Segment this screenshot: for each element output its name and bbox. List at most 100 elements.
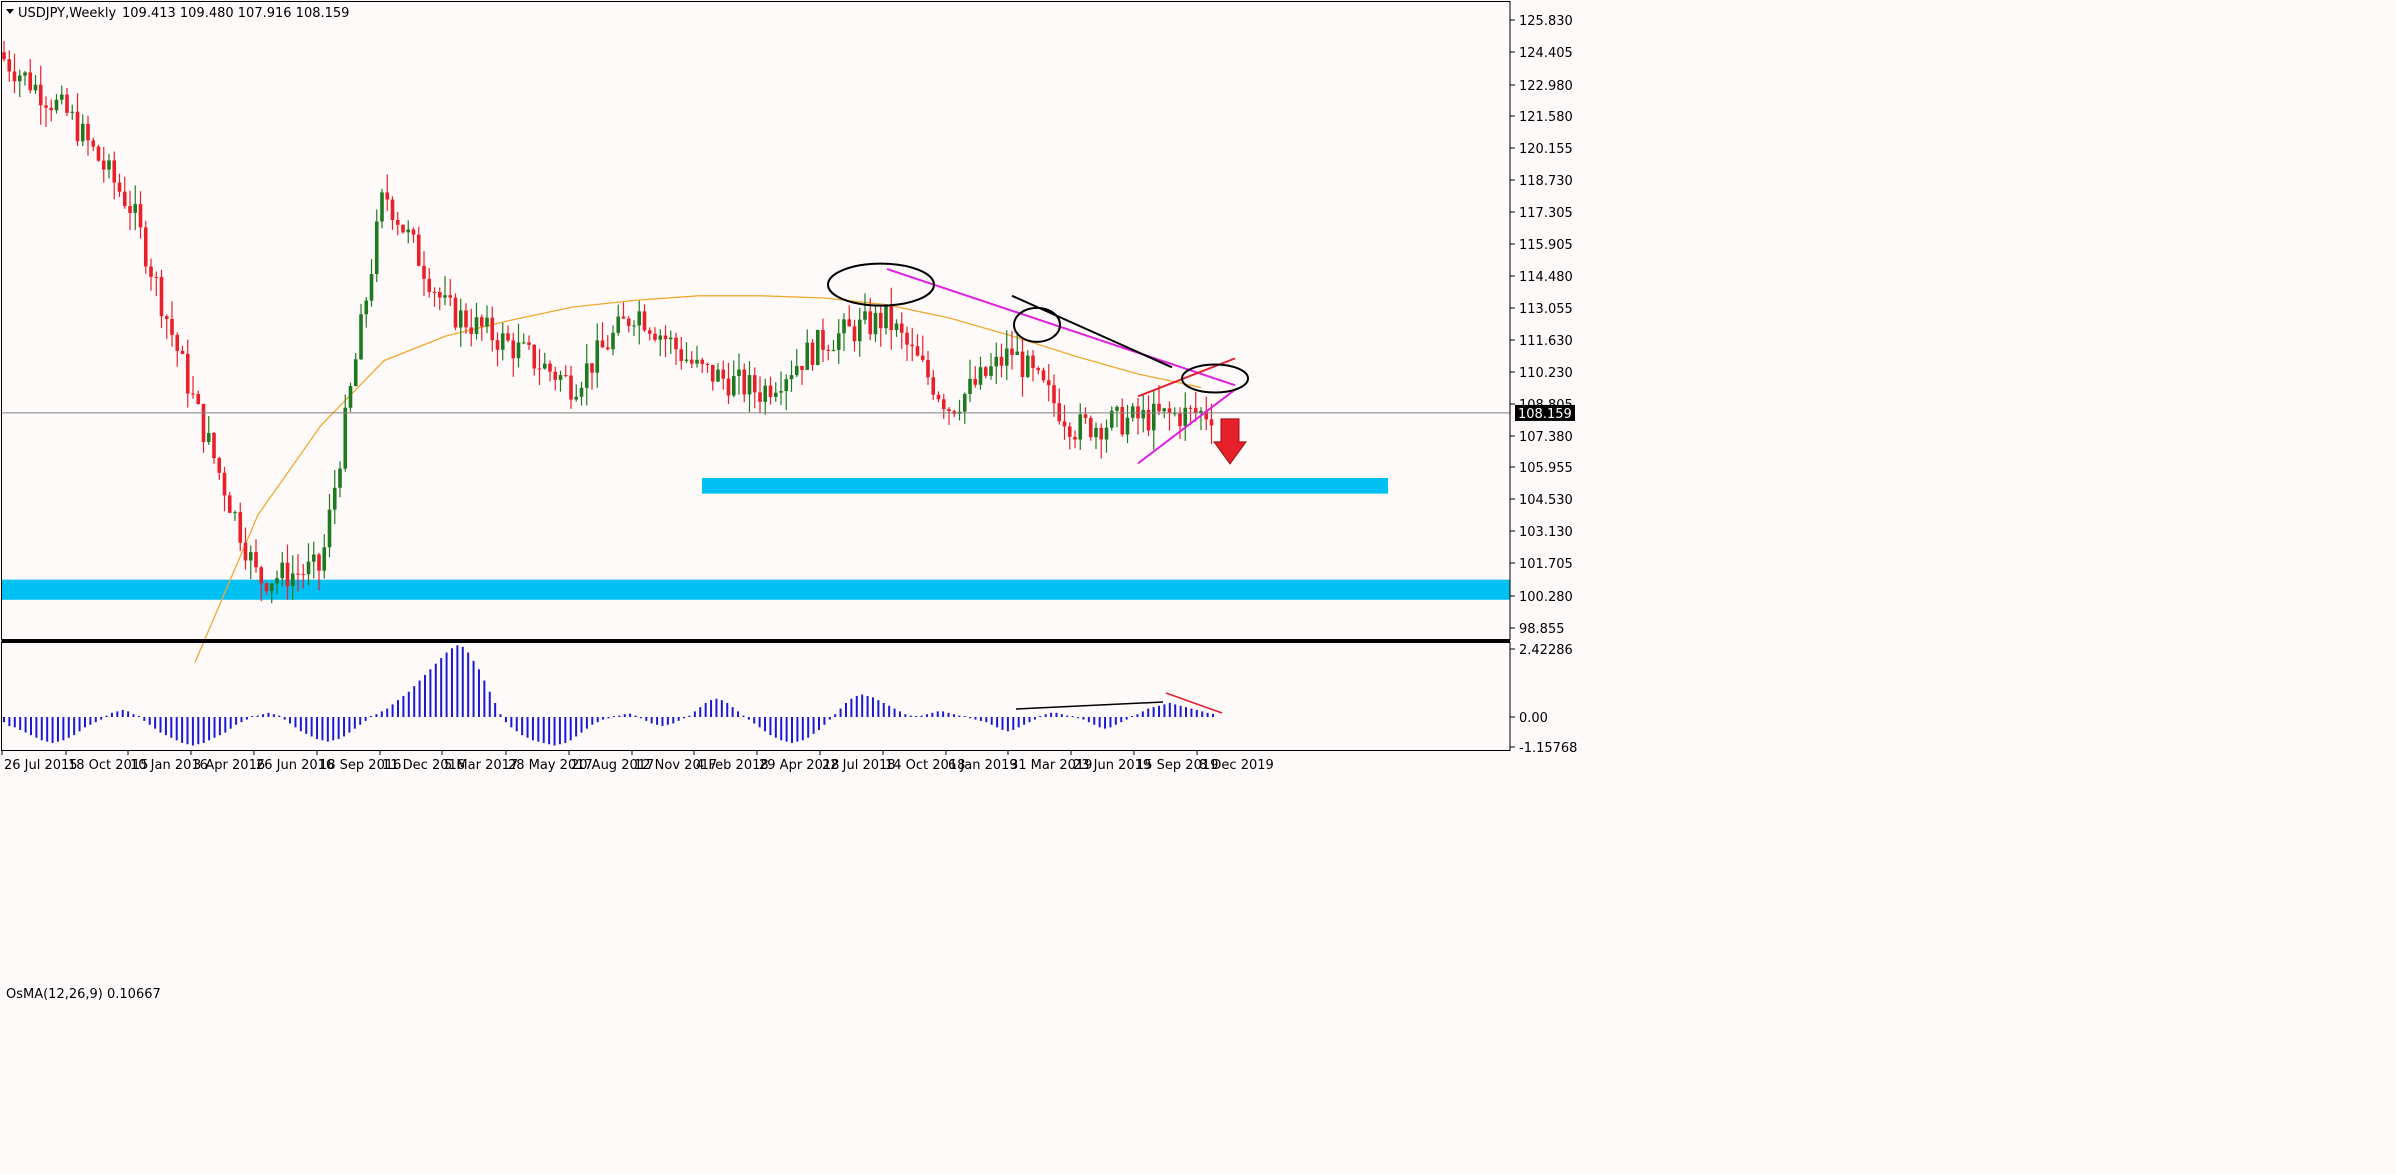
date-tick-label: 20 Aug 2017 bbox=[571, 758, 654, 773]
price-tick-label: 100.280 bbox=[1519, 590, 1573, 605]
candle-body bbox=[894, 323, 899, 330]
osma-tick-label: 0.00 bbox=[1519, 711, 1548, 726]
candle-body bbox=[1052, 385, 1056, 404]
price-tick-label: 121.580 bbox=[1519, 110, 1573, 125]
trendline[interactable] bbox=[1137, 388, 1236, 465]
price-tick-label: 117.305 bbox=[1519, 206, 1573, 221]
candle-body bbox=[317, 554, 321, 571]
candle-body bbox=[1167, 408, 1172, 414]
annotation-ellipse[interactable] bbox=[827, 262, 935, 307]
candle-body bbox=[668, 337, 673, 340]
candle-body bbox=[689, 359, 694, 364]
candle-body bbox=[49, 107, 54, 111]
candle-body bbox=[159, 276, 164, 317]
candle-body bbox=[1204, 410, 1209, 420]
osma-divergence-line[interactable] bbox=[1165, 692, 1223, 714]
candle-body bbox=[248, 552, 253, 561]
candle-body bbox=[448, 295, 453, 298]
candle-body bbox=[584, 363, 589, 388]
price-tick-label: 124.405 bbox=[1519, 46, 1573, 61]
candle-body bbox=[863, 311, 867, 320]
candle-body bbox=[70, 111, 75, 113]
candle-body bbox=[1020, 351, 1025, 377]
candle-body bbox=[779, 391, 783, 393]
candle-body bbox=[1136, 406, 1140, 419]
candle-body bbox=[479, 317, 484, 327]
candle-body bbox=[810, 342, 815, 365]
candle-body bbox=[621, 316, 626, 319]
candle-body bbox=[1036, 368, 1041, 371]
date-tick-label: 15 Sep 2019 bbox=[1136, 758, 1218, 773]
candle-body bbox=[1193, 407, 1198, 414]
candle-body bbox=[789, 375, 794, 380]
candle-body bbox=[390, 199, 395, 220]
candle-body bbox=[1151, 403, 1156, 431]
candle-body bbox=[926, 359, 930, 378]
main-chart-pane[interactable] bbox=[2, 40, 1510, 663]
date-tick-label: 26 Jul 2015 bbox=[4, 758, 78, 773]
osma-divergence-line[interactable] bbox=[1015, 701, 1164, 710]
current-price-tag bbox=[1515, 404, 1575, 421]
candle-body bbox=[600, 340, 605, 348]
candle-body bbox=[1120, 406, 1125, 435]
date-tick-label: 22 Jul 2018 bbox=[822, 758, 896, 773]
candle-body bbox=[427, 278, 432, 292]
candle-body bbox=[338, 468, 342, 488]
candle-body bbox=[259, 567, 264, 584]
date-tick-label: 26 Jun 2016 bbox=[256, 758, 334, 773]
candle-body bbox=[548, 363, 552, 372]
dropdown-triangle-icon[interactable] bbox=[6, 9, 14, 14]
candle-body bbox=[716, 369, 720, 382]
candle-body bbox=[348, 386, 353, 408]
candle-body bbox=[143, 227, 148, 267]
date-tick-label: 12 Nov 2017 bbox=[634, 758, 717, 773]
date-tick-label: 29 Apr 2018 bbox=[759, 758, 839, 773]
candlestick-series bbox=[2, 40, 1214, 604]
candle-body bbox=[453, 297, 458, 328]
candle-body bbox=[1041, 370, 1046, 381]
divergence-lines[interactable] bbox=[1015, 692, 1223, 714]
candle-body bbox=[238, 512, 243, 543]
candle-body bbox=[983, 367, 988, 376]
candle-body bbox=[899, 323, 904, 333]
down-arrow-icon[interactable] bbox=[1213, 418, 1247, 465]
candle-body bbox=[1146, 409, 1151, 431]
candle-body bbox=[243, 542, 248, 561]
price-tick-label: 118.730 bbox=[1519, 174, 1573, 189]
candle-body bbox=[437, 292, 442, 298]
candle-body bbox=[117, 182, 122, 192]
candle-body bbox=[815, 329, 820, 365]
candle-body bbox=[254, 552, 258, 568]
candle-body bbox=[710, 364, 715, 382]
candle-body bbox=[1025, 355, 1030, 377]
candle-body bbox=[1015, 351, 1020, 355]
candle-body bbox=[915, 346, 920, 356]
price-tick-label: 101.705 bbox=[1519, 557, 1573, 572]
candle-body bbox=[1004, 348, 1009, 366]
candle-body bbox=[44, 105, 48, 108]
annotation-ellipse[interactable] bbox=[1013, 306, 1061, 343]
candle-body bbox=[107, 160, 111, 170]
candle-body bbox=[826, 349, 831, 351]
candle-body bbox=[285, 562, 290, 587]
candle-body bbox=[852, 326, 857, 342]
date-tick-label: 14 Oct 2018 bbox=[885, 758, 965, 773]
candle-body bbox=[38, 84, 43, 106]
candle-body bbox=[374, 221, 379, 275]
indicator-pane[interactable] bbox=[3, 645, 1223, 746]
candle-body bbox=[2, 52, 6, 60]
price-tick-label: 104.530 bbox=[1519, 493, 1573, 508]
candle-body bbox=[968, 378, 972, 394]
candle-body bbox=[1125, 417, 1130, 435]
annotation-ellipse[interactable] bbox=[1181, 363, 1249, 394]
candle-body bbox=[1188, 407, 1193, 409]
candle-body bbox=[311, 554, 316, 562]
candle-body bbox=[411, 229, 416, 235]
candle-body bbox=[201, 403, 206, 442]
candle-body bbox=[842, 319, 846, 334]
trendline[interactable] bbox=[886, 268, 1236, 387]
candle-body bbox=[269, 583, 274, 592]
trendline-drawings[interactable] bbox=[827, 262, 1249, 465]
